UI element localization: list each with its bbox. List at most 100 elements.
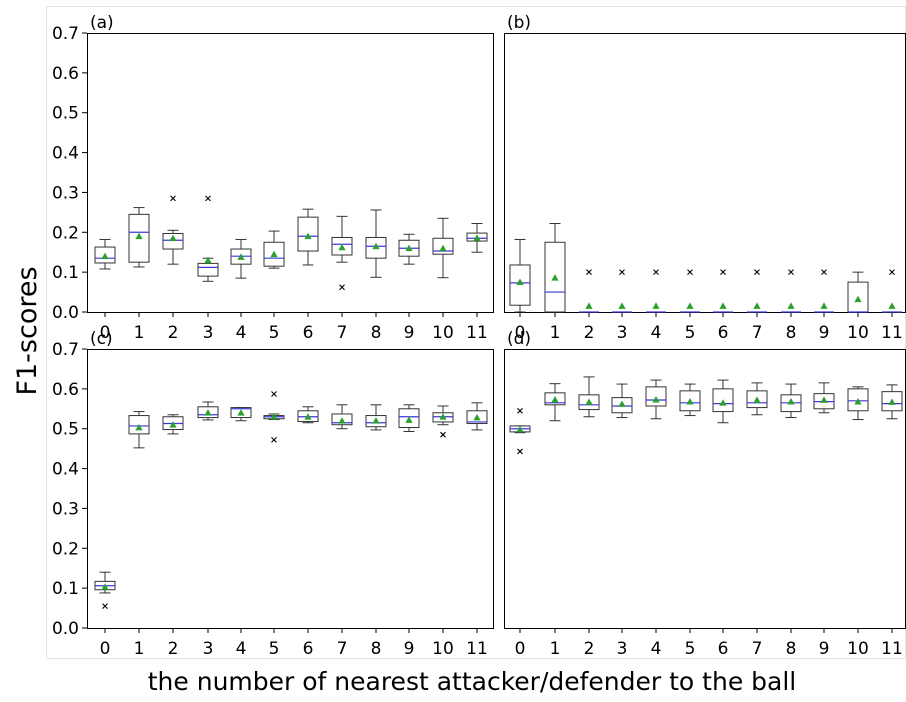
box-1 xyxy=(128,411,150,449)
panel-d: (d) 0 1 2 3 4 5 6 7 8 9 10 11 xyxy=(504,329,906,659)
x-tick-label: 7 xyxy=(752,323,763,343)
x-tick-label: 10 xyxy=(847,323,869,343)
mean-marker xyxy=(135,232,143,240)
mean-marker xyxy=(652,302,660,309)
mean-marker xyxy=(169,421,177,428)
mean-marker xyxy=(101,252,109,260)
box-3 xyxy=(197,195,219,282)
panel-b: (b) 0 1 2 3 4 5 6 7 8 9 10 11 xyxy=(504,13,906,343)
x-tick-label: 1 xyxy=(550,323,561,343)
x-tick-label: 5 xyxy=(269,639,280,659)
outlier-marker xyxy=(821,269,827,276)
box-body xyxy=(365,415,387,428)
box-9 xyxy=(398,233,420,265)
y-tick-label: 0.3 xyxy=(52,499,79,519)
y-tick-label: 0.7 xyxy=(52,340,79,360)
mean-marker xyxy=(787,302,795,309)
x-tick-label: 10 xyxy=(432,323,454,343)
box-11 xyxy=(466,402,488,431)
mean-marker xyxy=(585,302,593,309)
outlier-marker xyxy=(687,269,693,276)
x-tick-label: 0 xyxy=(100,323,111,343)
box-7 xyxy=(331,215,353,291)
x-tick-label: 2 xyxy=(168,639,179,659)
y-tick-label: 0.0 xyxy=(52,303,79,323)
box-body xyxy=(544,392,566,406)
box-body xyxy=(94,246,116,264)
box-body xyxy=(331,413,353,426)
mean-marker xyxy=(686,398,694,405)
x-tick-label: 0 xyxy=(100,639,111,659)
box-0 xyxy=(94,238,116,270)
box-6 xyxy=(297,208,319,266)
mean-marker xyxy=(753,302,761,309)
panel-label: (b) xyxy=(507,13,531,33)
box-body xyxy=(645,386,667,407)
box-body xyxy=(679,390,701,412)
outlier-marker xyxy=(102,603,108,609)
outlier-marker xyxy=(339,284,345,291)
mean-marker xyxy=(473,413,481,421)
panel-label: (c) xyxy=(90,329,113,349)
mean-marker xyxy=(169,234,177,242)
mean-marker xyxy=(888,302,896,309)
mean-marker xyxy=(820,302,828,309)
box-10 xyxy=(847,386,869,421)
mean-marker xyxy=(787,398,795,405)
box-9 xyxy=(814,269,834,313)
x-tick-label: 1 xyxy=(550,639,561,659)
mean-marker xyxy=(270,250,278,258)
outlier-marker xyxy=(271,436,277,443)
mean-marker xyxy=(405,416,413,423)
box-body xyxy=(881,391,903,412)
x-tick-label: 0 xyxy=(515,323,526,343)
mean-marker xyxy=(585,398,593,405)
x-tick-label: 1 xyxy=(134,323,145,343)
plot-frame xyxy=(87,349,494,629)
box-7 xyxy=(747,269,767,313)
mean-marker xyxy=(888,398,896,405)
x-tick-label: 4 xyxy=(236,323,247,343)
box-8 xyxy=(365,404,387,431)
x-tick-label: 7 xyxy=(337,639,348,659)
y-tick-label: 0.2 xyxy=(52,223,79,243)
box-body xyxy=(128,415,150,435)
panel-label: (a) xyxy=(90,13,114,33)
box-0 xyxy=(509,407,531,455)
box-6 xyxy=(297,406,319,424)
box-body xyxy=(578,394,600,411)
mean-marker xyxy=(405,244,413,252)
panel-label: (d) xyxy=(507,329,531,349)
box-3 xyxy=(611,383,633,419)
x-tick-label: 6 xyxy=(303,323,314,343)
box-2 xyxy=(578,376,600,418)
outlier-marker xyxy=(440,431,446,438)
mean-marker xyxy=(854,295,862,303)
mean-marker xyxy=(237,253,245,260)
box-10 xyxy=(432,217,454,279)
outlier-marker xyxy=(586,269,592,276)
mean-marker xyxy=(753,396,761,403)
box-body xyxy=(466,410,488,425)
x-tick-label: 7 xyxy=(337,323,348,343)
outlier-marker xyxy=(889,269,895,276)
box-body xyxy=(746,390,768,409)
mean-marker xyxy=(237,409,245,416)
outlier-marker xyxy=(205,195,211,202)
mean-marker xyxy=(204,409,212,416)
mean-marker xyxy=(372,242,380,250)
x-tick-label: 1 xyxy=(134,639,145,659)
box-9 xyxy=(398,404,420,433)
mean-marker xyxy=(854,398,862,405)
mean-marker xyxy=(304,413,312,420)
box-body xyxy=(197,406,219,419)
x-tick-label: 5 xyxy=(685,323,696,343)
mean-marker xyxy=(338,417,346,424)
x-tick-label: 0 xyxy=(515,639,526,659)
mean-marker xyxy=(652,396,660,403)
y-tick-label: 0.5 xyxy=(52,104,79,124)
panels: (a)0.00.10.20.30.40.50.60.70 1 2 3 4 5 6 7 8 9 10 1… xyxy=(46,6,906,659)
y-tick-label: 0.4 xyxy=(52,460,79,480)
box-body xyxy=(230,407,252,419)
